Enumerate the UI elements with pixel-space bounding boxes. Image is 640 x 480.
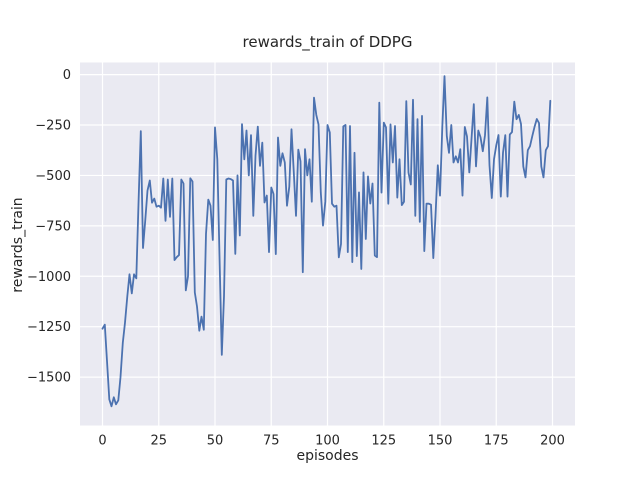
x-tick-label: 125 xyxy=(371,434,396,449)
y-tick-label: −1000 xyxy=(27,270,71,285)
y-tick-label: −250 xyxy=(35,119,71,134)
x-axis-label: episodes xyxy=(296,448,359,464)
y-tick-label: −1250 xyxy=(27,320,71,335)
x-tick-label: 150 xyxy=(428,434,453,449)
x-tick-label: 100 xyxy=(315,434,340,449)
chart-title: rewards_train of DDPG xyxy=(242,33,413,51)
x-tick-label: 50 xyxy=(207,434,224,449)
x-tick-label: 75 xyxy=(263,434,280,449)
x-tick-label: 175 xyxy=(484,434,509,449)
y-tick-label: 0 xyxy=(63,68,71,83)
y-axis-label: rewards_train xyxy=(10,197,26,293)
x-tick-label: 25 xyxy=(150,434,167,449)
x-tick-label: 200 xyxy=(540,434,565,449)
y-tick-label: −1500 xyxy=(27,371,71,386)
rewards-train-line xyxy=(101,75,552,408)
y-tick-label: −500 xyxy=(35,169,71,184)
x-tick-label: 0 xyxy=(98,434,106,449)
y-tick-label: −750 xyxy=(35,219,71,234)
